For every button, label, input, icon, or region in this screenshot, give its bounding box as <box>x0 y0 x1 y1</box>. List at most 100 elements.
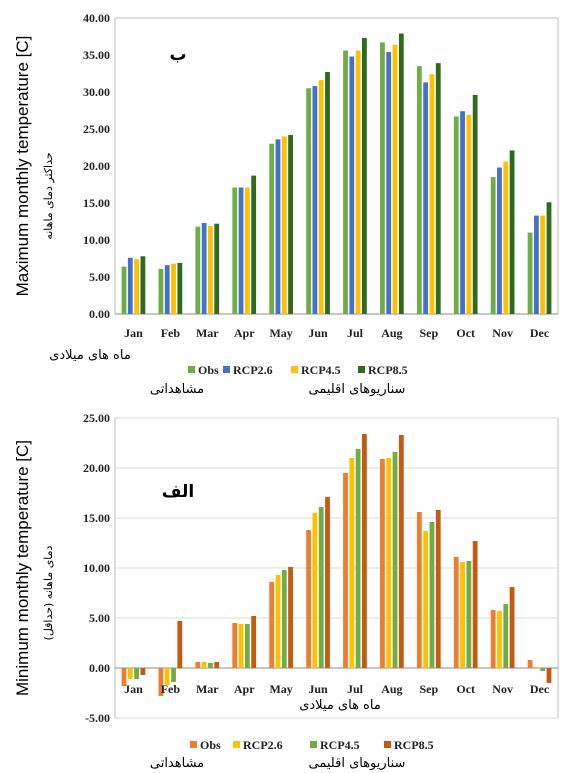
bar-rcp26-jul <box>349 458 355 668</box>
bar-obs-sep <box>416 512 422 668</box>
bar-rcp26-may <box>275 139 281 314</box>
bar-obs-aug <box>380 459 385 668</box>
legend-swatch <box>223 366 230 373</box>
bar-rcp85-sep <box>435 63 441 314</box>
bar-rcp26-dec <box>533 215 539 314</box>
bar-rcp45-mar <box>208 225 213 314</box>
bar-rcp45-jan <box>134 668 140 679</box>
x-tick-label: May <box>269 682 292 696</box>
y-tick-label: 15.00 <box>83 511 110 525</box>
bar-rcp45-feb <box>171 668 176 682</box>
x-tick-label: Oct <box>456 682 475 696</box>
bar-rcp85-nov <box>509 587 515 668</box>
x-tick-label: Jun <box>308 682 328 696</box>
y-tick-label: 5.00 <box>89 270 110 284</box>
bar-obs-jan <box>121 266 127 314</box>
bar-obs-apr <box>232 187 238 314</box>
x-tick-label: Jul <box>347 326 364 340</box>
bar-rcp85-feb <box>177 621 183 668</box>
bar-rcp45-oct <box>466 561 472 668</box>
bar-obs-may <box>269 143 275 314</box>
bar-rcp45-sep <box>429 522 435 668</box>
bar-obs-jul <box>343 50 348 315</box>
bar-rcp85-dec <box>546 202 552 314</box>
x-tick-label: Jul <box>347 682 364 696</box>
y-tick-label: -5.00 <box>85 711 110 725</box>
y-axis-title-fa: دمای ماهانه (حداقل) <box>42 545 55 640</box>
x-axis-title: ماه های میلادی <box>299 698 381 713</box>
bar-rcp45-may <box>281 570 287 668</box>
bar-rcp26-feb <box>164 265 170 314</box>
y-tick-label: 0.00 <box>89 307 110 321</box>
legend-label: RCP4.5 <box>301 363 341 377</box>
bar-rcp85-jun <box>325 72 330 315</box>
bar-rcp26-apr <box>238 624 244 668</box>
bar-rcp45-feb <box>171 263 176 314</box>
x-tick-label: Jun <box>308 326 328 340</box>
bar-rcp85-may <box>288 567 293 668</box>
bar-rcp85-aug <box>398 33 404 314</box>
bar-obs-feb <box>158 668 164 696</box>
bar-rcp85-jan <box>140 668 146 675</box>
bar-rcp45-mar <box>208 663 213 668</box>
y-tick-label: 15.00 <box>83 196 110 210</box>
y-tick-label: 20.00 <box>83 461 110 475</box>
x-tick-label: Apr <box>234 326 255 340</box>
bar-rcp85-sep <box>435 510 441 668</box>
panel-label: الف <box>162 482 194 502</box>
bar-rcp45-apr <box>244 187 250 314</box>
bar-obs-jul <box>343 473 348 668</box>
y-tick-label: 5.00 <box>89 611 110 625</box>
x-tick-label: Nov <box>492 682 513 696</box>
bar-rcp26-aug <box>386 52 392 314</box>
bar-obs-may <box>269 582 275 668</box>
y-axis-title: Minimum monthly temperature [C] <box>13 440 32 696</box>
legend: Obs RCP2.6 RCP4.5 RCP8.5 مشاهداتی سناریوهای ا… <box>150 738 434 771</box>
legend-swatch <box>190 741 197 748</box>
bar-obs-aug <box>380 42 385 315</box>
x-tick-label: Dec <box>530 682 550 696</box>
legend-label: RCP8.5 <box>368 363 408 377</box>
bar-rcp85-aug <box>398 435 404 668</box>
bar-rcp26-may <box>275 575 281 668</box>
legend-group-observed: مشاهداتی <box>150 756 204 771</box>
bar-rcp45-jun <box>318 507 324 668</box>
bar-rcp85-feb <box>177 262 183 314</box>
bar-obs-nov <box>490 610 496 668</box>
bar-rcp26-jul <box>349 56 355 314</box>
x-tick-label: Feb <box>161 682 181 696</box>
legend-swatch <box>233 741 240 748</box>
x-tick-label: Jan <box>124 326 143 340</box>
bar-obs-oct <box>453 116 459 314</box>
bar-rcp45-nov <box>503 604 509 668</box>
bar-obs-nov <box>490 177 496 314</box>
bar-rcp85-nov <box>509 150 515 314</box>
legend-group-observed: مشاهداتی <box>150 382 204 397</box>
bar-rcp85-oct <box>472 94 478 315</box>
bar-rcp45-jan <box>134 259 140 314</box>
bar-rcp85-may <box>288 134 293 314</box>
bar-rcp85-apr <box>251 616 257 668</box>
bar-rcp85-apr <box>251 175 257 314</box>
bar-rcp85-mar <box>214 662 220 668</box>
y-axis-title-fa: حداکثر دمای ماهانه <box>42 152 55 239</box>
bar-obs-dec <box>527 232 533 314</box>
x-tick-label: Aug <box>381 326 402 340</box>
x-tick-label: Sep <box>419 682 438 696</box>
x-axis-title: ماه های میلادی <box>49 348 131 363</box>
bar-rcp26-oct <box>460 562 465 668</box>
bar-obs-dec <box>527 660 533 668</box>
panel-label: ب <box>169 45 186 65</box>
x-tick-label: Dec <box>530 326 550 340</box>
bar-rcp26-mar <box>201 222 207 314</box>
legend-label: RCP2.6 <box>233 363 273 377</box>
bar-rcp26-jan <box>127 668 133 679</box>
bar-obs-mar <box>195 662 201 668</box>
y-tick-label: 10.00 <box>83 233 110 247</box>
y-axis-title: Maximum monthly temperature [C] <box>13 36 32 297</box>
bar-rcp45-nov <box>503 161 509 314</box>
x-tick-label: Apr <box>234 682 255 696</box>
bar-obs-feb <box>158 268 164 314</box>
bar-obs-oct <box>453 557 459 668</box>
bar-obs-sep <box>416 66 422 314</box>
